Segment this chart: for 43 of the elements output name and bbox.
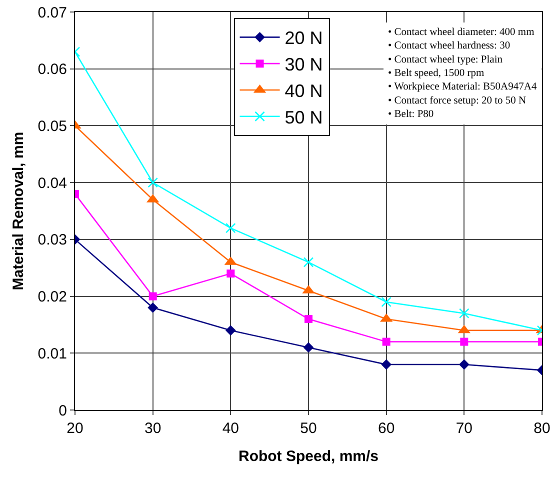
point [148,177,158,188]
point [148,302,158,313]
point [225,325,236,336]
point [382,338,390,346]
x-tick-label: 40 [222,420,240,437]
annotation: • Belt: P80 [388,108,434,120]
point [460,338,468,346]
annotation: • Belt speed, 1500 rpm [388,68,484,79]
point [458,359,470,370]
point [381,296,392,308]
point [304,315,312,324]
legend-label: 30 N [284,54,323,75]
point [226,222,236,234]
point [148,292,157,300]
annotation: • Workpiece Material: B50A947A4 [388,82,538,93]
x-tick-label: 70 [456,420,473,437]
y-axis-title: Material Removal, mm [10,132,28,290]
x-tick-label: 60 [378,420,395,437]
legend-label: 40 N [284,80,323,101]
x-tick-label: 30 [144,420,162,437]
y-tick-label: 0.05 [38,118,67,135]
x-tick-label: 80 [534,420,550,437]
x-tick-label: 20 [66,420,84,437]
annotation: • Contact wheel diameter: 400 mm [388,27,534,38]
annotation: • Contact wheel hardness: 30 [388,40,510,52]
y-tick-label: 0.07 [38,4,67,22]
y-tick-label: 0.04 [38,174,67,192]
point [303,342,314,353]
point [381,359,392,370]
x-axis-title: Robot Speed, mm/s [238,448,379,465]
legend-label: 20 N [284,28,323,48]
point [459,308,470,318]
y-tick-label: 0 [58,402,67,420]
legend-label: 50 N [284,107,323,128]
annotation: • Contact wheel type: Plain [388,54,504,66]
y-tick-label: 0.06 [38,61,67,78]
x-tick-label: 50 [300,420,317,437]
y-tick-label: 0.01 [38,345,67,362]
point [303,257,314,268]
y-tick-label: 0.03 [38,232,67,249]
y-tick-label: 0.02 [38,288,67,306]
point [226,270,235,278]
annotation: • Contact force setup: 20 to 50 N [388,95,527,106]
